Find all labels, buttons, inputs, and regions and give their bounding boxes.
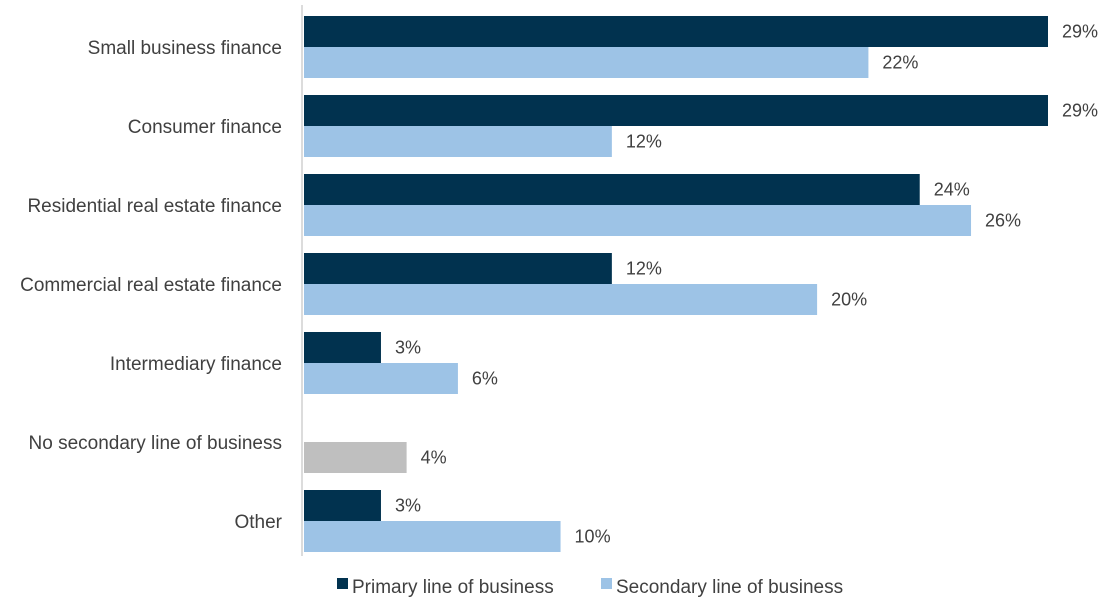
bar-primary: [304, 332, 381, 363]
category-label: Consumer finance: [128, 117, 282, 138]
data-label: 12%: [626, 132, 662, 152]
legend-label-secondary: Secondary line of business: [616, 577, 843, 597]
data-label: 4%: [421, 448, 447, 468]
bars: [304, 16, 1048, 552]
data-label: 6%: [472, 369, 498, 389]
category-label: Residential real estate finance: [27, 196, 282, 217]
bar-primary: [304, 490, 381, 521]
data-label: 3%: [395, 338, 421, 358]
category-label: Small business finance: [88, 38, 282, 59]
data-label: 20%: [831, 290, 867, 310]
category-label: Other: [234, 512, 282, 533]
data-label: 22%: [882, 53, 918, 73]
bar-secondary: [304, 205, 972, 236]
legend-swatch-primary: [337, 578, 348, 589]
category-label: Commercial real estate finance: [20, 275, 282, 296]
bar-primary: [304, 95, 1048, 126]
bar-secondary: [304, 363, 458, 394]
category-label: No secondary line of business: [29, 433, 282, 454]
category-labels: Small business finance Consumer finance Re…: [20, 38, 283, 533]
data-label: 29%: [1062, 101, 1098, 121]
data-label: 3%: [395, 496, 421, 516]
data-label: 29%: [1062, 22, 1098, 42]
bar-secondary: [304, 521, 561, 552]
bar-secondary: [304, 126, 612, 157]
data-labels: 29% 22% 29% 12% 24% 26% 12% 20% 3% 6% 4% 3% 10%: [395, 22, 1098, 547]
bar-primary: [304, 16, 1048, 47]
bar-secondary: [304, 47, 869, 78]
legend-swatch-secondary: [601, 578, 612, 589]
bar-secondary: [304, 442, 407, 473]
bar-secondary: [304, 284, 818, 315]
data-label: 26%: [985, 211, 1021, 231]
data-label: 10%: [575, 527, 611, 547]
category-label: Intermediary finance: [110, 354, 282, 375]
legend-label-primary: Primary line of business: [352, 577, 554, 597]
bar-primary: [304, 253, 612, 284]
data-label: 24%: [934, 180, 970, 200]
bar-primary: [304, 174, 920, 205]
legend: Primary line of business Secondary line …: [337, 577, 843, 597]
data-label: 12%: [626, 259, 662, 279]
